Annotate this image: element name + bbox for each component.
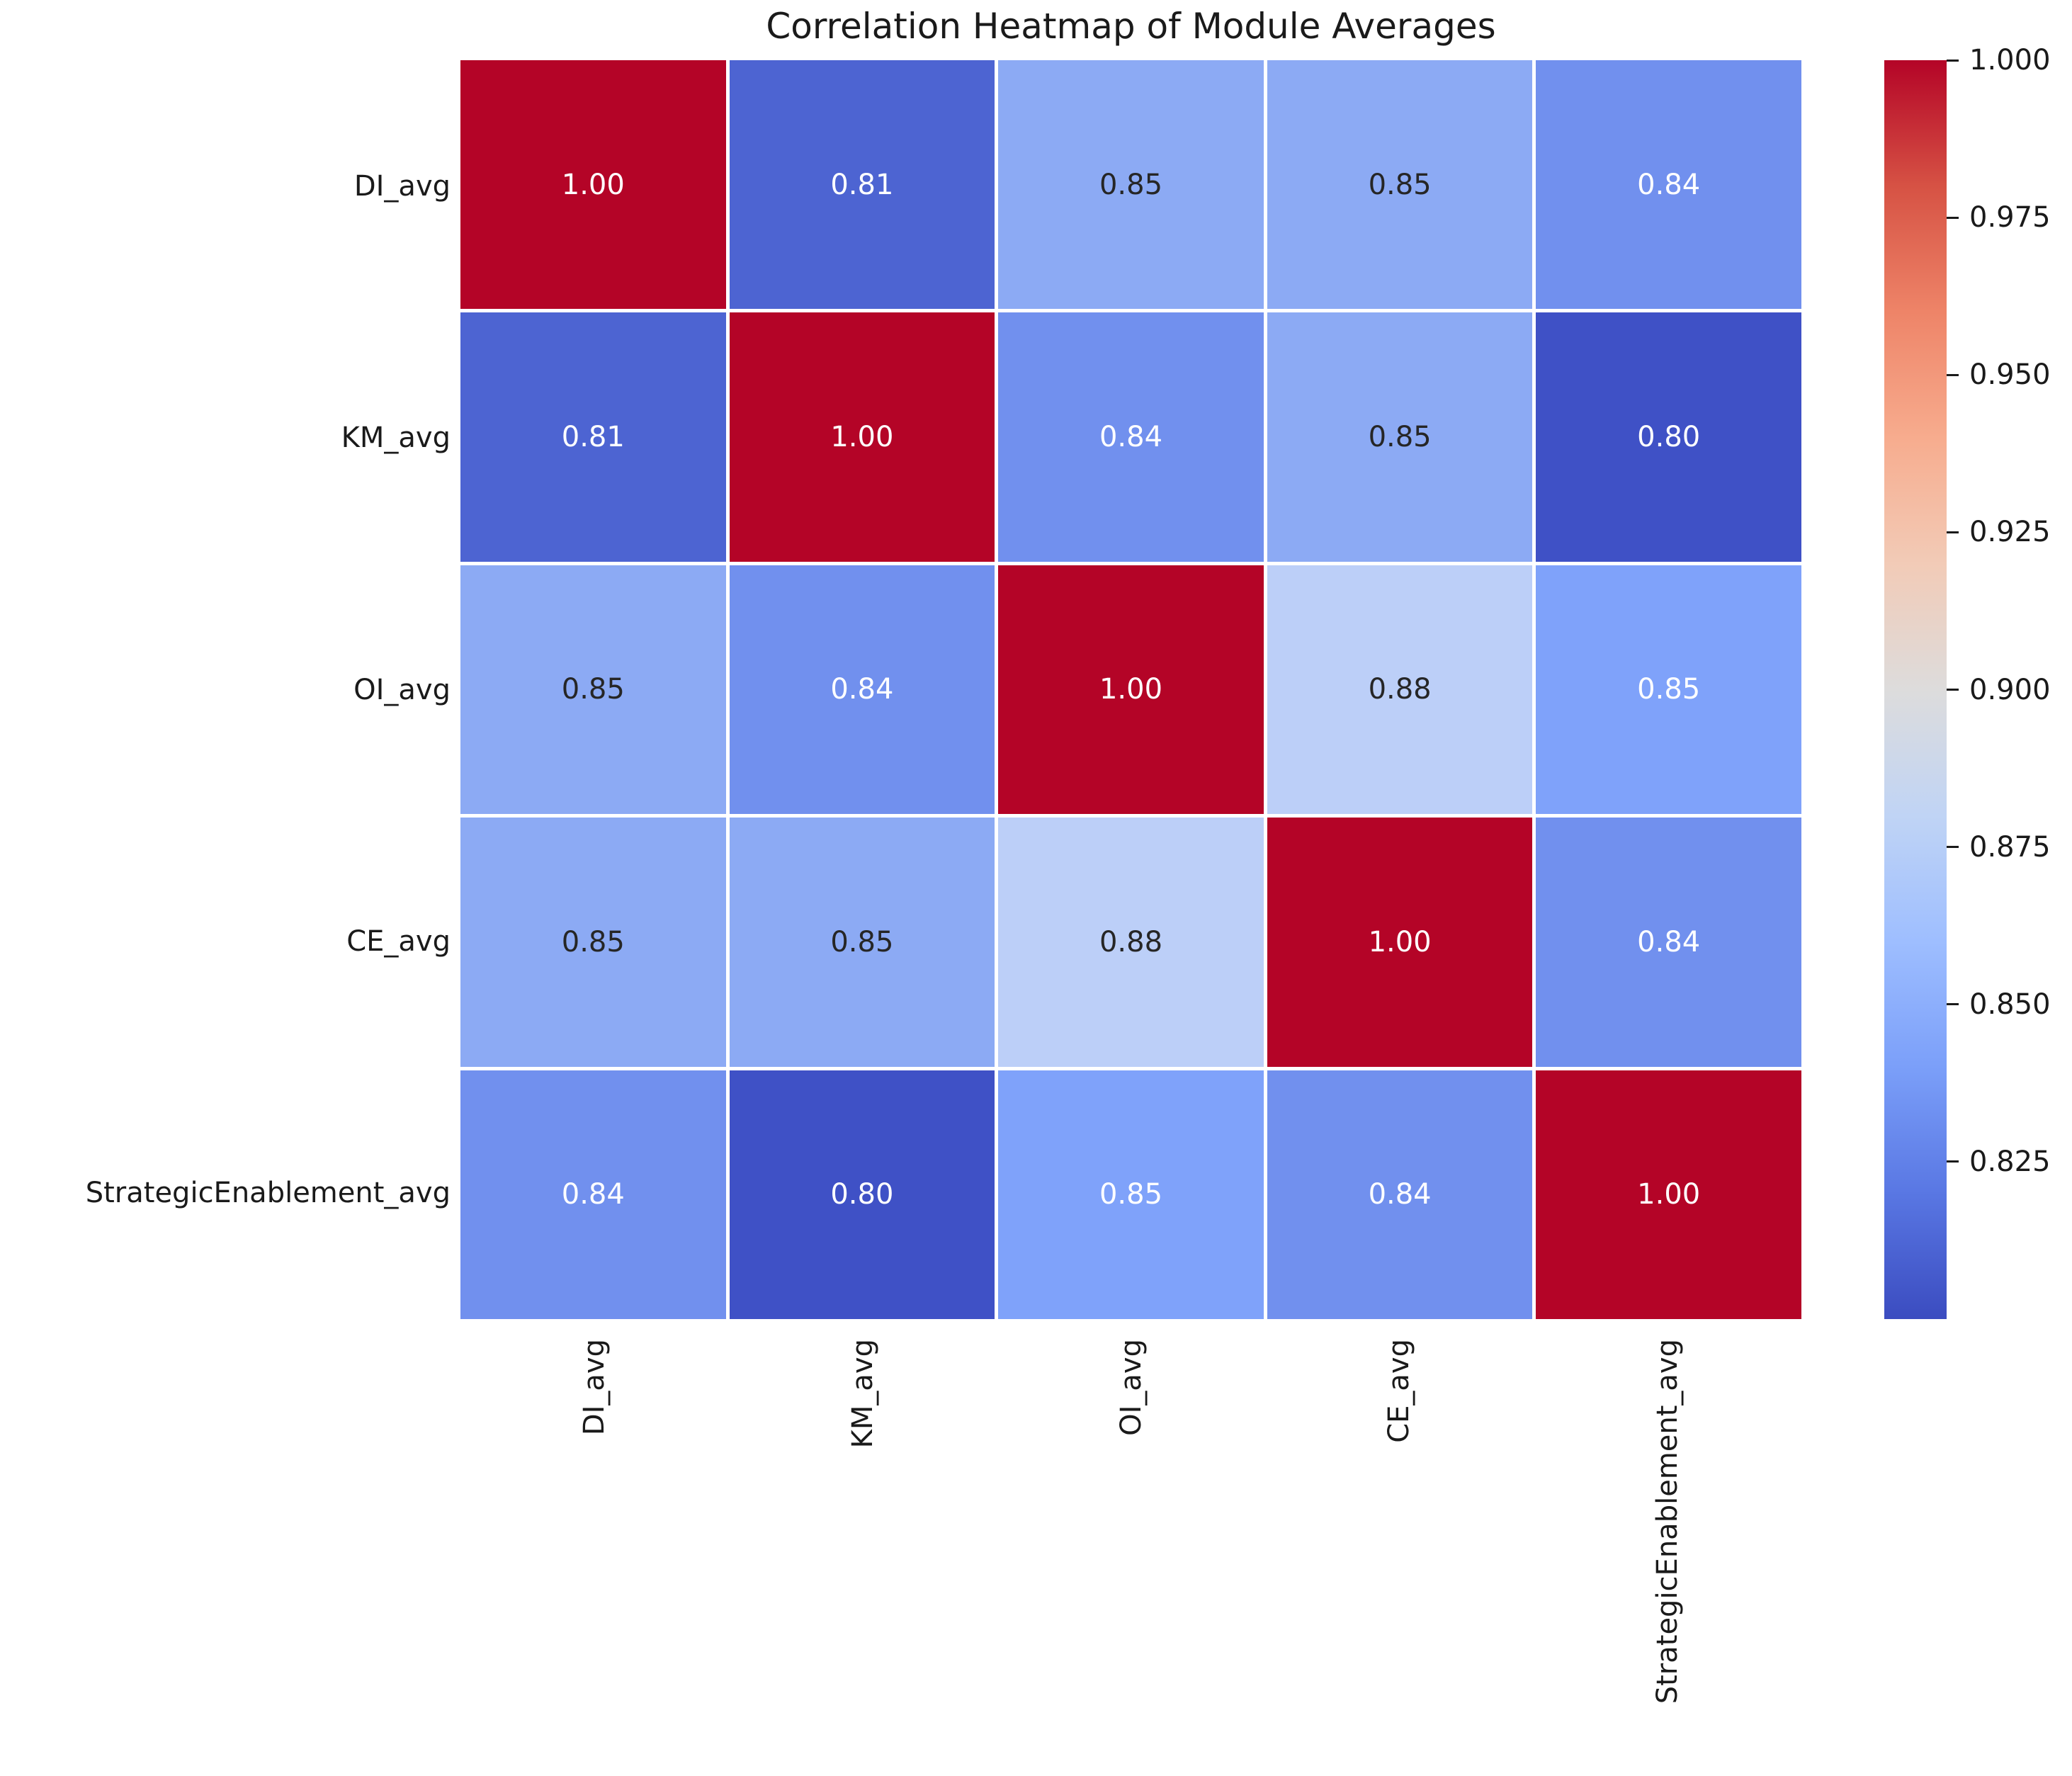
heatmap-cell: 0.84 — [1536, 60, 1801, 310]
y-tick-label: KM_avg — [341, 422, 451, 455]
heatmap-cell: 0.85 — [460, 818, 726, 1067]
x-tick-label: StrategicEnablement_avg — [1651, 1339, 1684, 1704]
colorbar-tick-label: 0.975 — [1969, 201, 2051, 234]
y-tick-label: CE_avg — [346, 924, 451, 958]
colorbar-tick-mark — [1947, 1003, 1959, 1006]
colorbar-tick-mark — [1947, 846, 1959, 849]
y-tick-label: StrategicEnablement_avg — [85, 1177, 451, 1210]
heatmap-cell: 0.84 — [729, 565, 995, 815]
x-tick-label: CE_avg — [1383, 1339, 1416, 1443]
colorbar-tick-mark — [1947, 216, 1959, 219]
colorbar-tick-label: 1.000 — [1969, 44, 2051, 77]
colorbar-tick-label: 0.950 — [1969, 358, 2051, 392]
heatmap-cell: 0.85 — [998, 60, 1264, 310]
colorbar-tick-mark — [1947, 373, 1959, 376]
heatmap-cell: 0.84 — [998, 312, 1264, 562]
colorbar-tick-label: 0.825 — [1969, 1145, 2051, 1178]
colorbar-tick-mark — [1947, 531, 1959, 533]
y-tick-label: OI_avg — [353, 673, 451, 706]
x-tick-label: DI_avg — [578, 1339, 611, 1436]
heatmap-cell: 0.81 — [460, 312, 726, 562]
heatmap-cell: 0.80 — [729, 1070, 995, 1319]
colorbar-tick-mark — [1947, 1160, 1959, 1163]
heatmap-cell: 1.00 — [1267, 818, 1533, 1067]
colorbar-tick-label: 0.850 — [1969, 988, 2051, 1021]
heatmap-cell: 1.00 — [460, 60, 726, 310]
heatmap-cell: 0.85 — [460, 565, 726, 815]
x-tick-label: KM_avg — [846, 1339, 879, 1449]
heatmap-cell: 0.85 — [998, 1070, 1264, 1319]
heatmap-cell: 1.00 — [1536, 1070, 1801, 1319]
colorbar — [1884, 60, 1947, 1319]
heatmap-cell: 0.88 — [998, 818, 1264, 1067]
heatmap-cell: 0.80 — [1536, 312, 1801, 562]
colorbar-tick-label: 0.900 — [1969, 673, 2051, 706]
colorbar-tick-mark — [1947, 689, 1959, 691]
heatmap-cell: 1.00 — [729, 312, 995, 562]
colorbar-tick-label: 0.925 — [1969, 516, 2051, 549]
heatmap-cell: 0.84 — [1267, 1070, 1533, 1319]
colorbar-tick-mark — [1947, 59, 1959, 62]
x-tick-label: OI_avg — [1114, 1339, 1148, 1436]
heatmap-cell: 0.85 — [1267, 60, 1533, 310]
heatmap-cell: 0.84 — [1536, 818, 1801, 1067]
heatmap-cell: 0.84 — [460, 1070, 726, 1319]
heatmap-cell: 0.85 — [729, 818, 995, 1067]
heatmap-cell: 0.88 — [1267, 565, 1533, 815]
heatmap-cell: 0.81 — [729, 60, 995, 310]
heatmap-cell: 0.85 — [1267, 312, 1533, 562]
colorbar-tick-label: 0.875 — [1969, 830, 2051, 864]
heatmap-grid: 1.00 0.81 0.85 0.85 0.84 0.81 1.00 0.84 0.85 0.80… — [460, 60, 1801, 1319]
y-tick-label: DI_avg — [353, 169, 451, 203]
heatmap-cell: 1.00 — [998, 565, 1264, 815]
chart-title: Correlation Heatmap of Module Averages — [766, 6, 1496, 47]
heatmap-cell: 0.85 — [1536, 565, 1801, 815]
